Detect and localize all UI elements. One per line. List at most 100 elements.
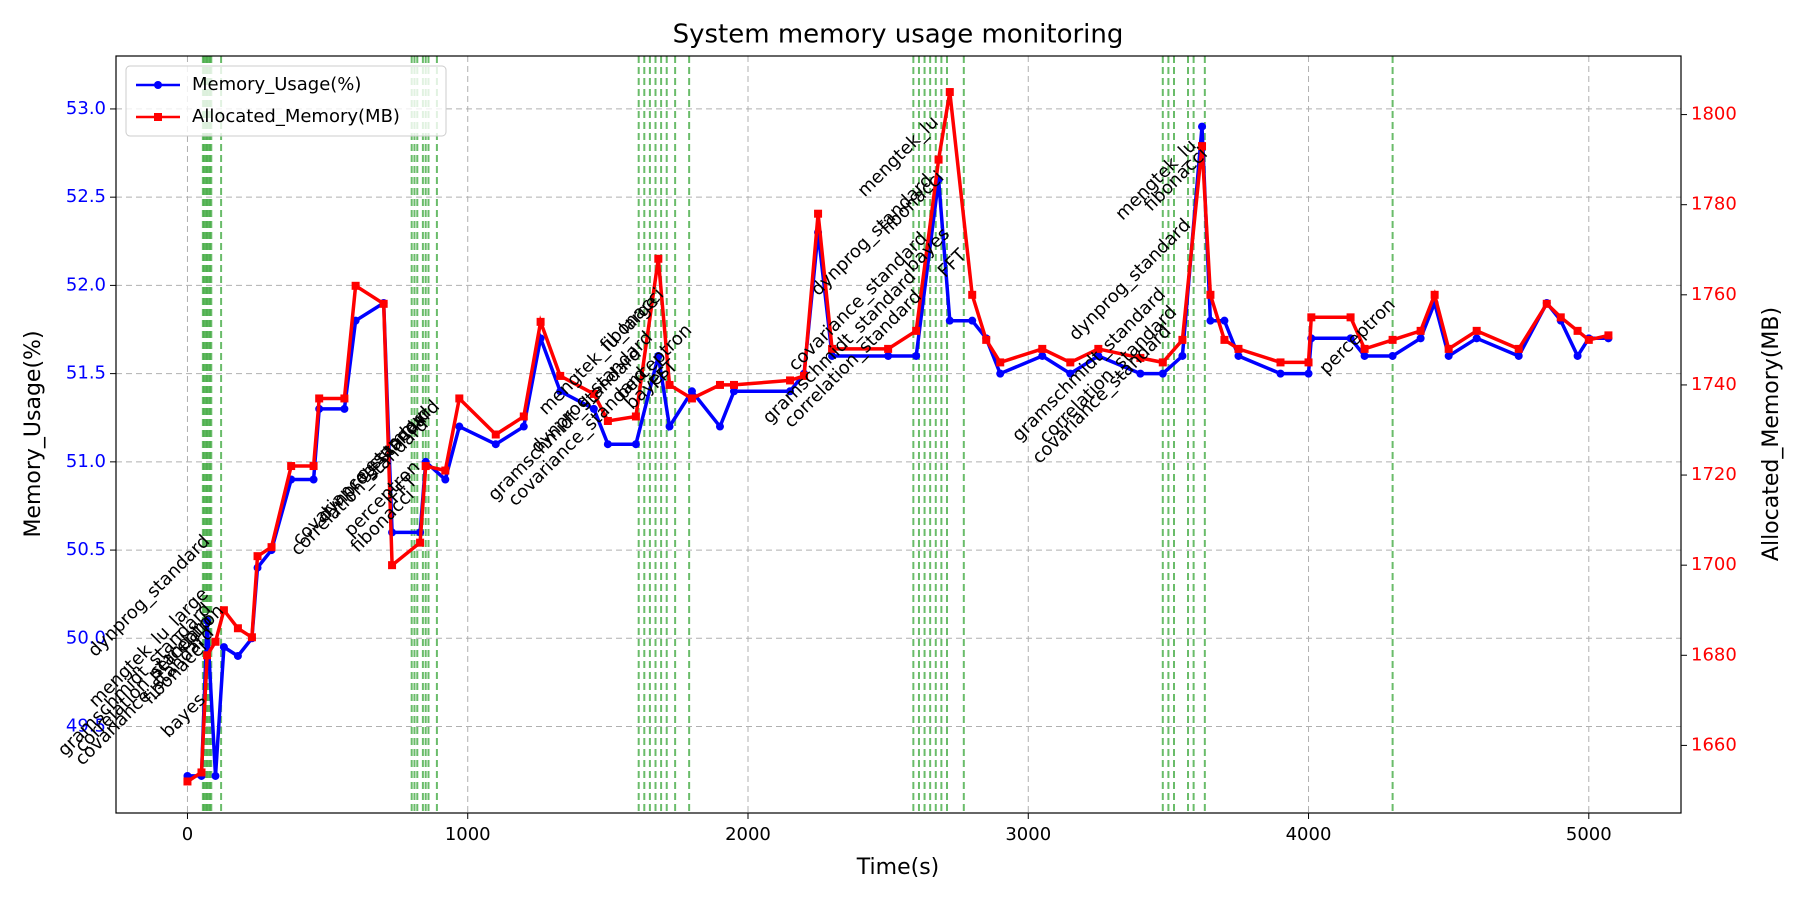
- y-tick-label: 53.0: [66, 98, 106, 119]
- point: [1038, 344, 1047, 353]
- x-tick-label: 5000: [1566, 824, 1612, 845]
- point: [441, 475, 450, 484]
- point: [828, 351, 837, 360]
- y-tick-label: 52.0: [66, 274, 106, 295]
- events: [201, 56, 1394, 813]
- point: [233, 651, 242, 660]
- point: [1360, 344, 1369, 353]
- point: [267, 543, 276, 552]
- point: [441, 466, 450, 475]
- point: [945, 316, 954, 325]
- x-tick-label: 0: [182, 824, 193, 845]
- y-axis-label: Memory_Usage(%): [21, 330, 46, 537]
- point: [786, 376, 795, 385]
- legend-label: Memory_Usage(%): [192, 74, 361, 95]
- event-label: gramschmidt_standard: [759, 266, 921, 428]
- point: [1066, 358, 1075, 367]
- point: [1514, 344, 1523, 353]
- point: [233, 624, 242, 633]
- plot-frame: [115, 55, 1682, 814]
- point: [388, 561, 397, 570]
- point: [1178, 335, 1187, 344]
- x-axis-label: Time(s): [856, 855, 939, 880]
- point: [1066, 369, 1075, 378]
- y-tick-label: 51.0: [66, 451, 106, 472]
- point: [828, 344, 837, 353]
- y-tick-label: 51.5: [66, 363, 106, 384]
- point: [1416, 334, 1425, 343]
- point: [287, 462, 296, 471]
- x-tick-label: 1000: [445, 824, 491, 845]
- point: [1556, 313, 1565, 322]
- point: [491, 440, 500, 449]
- point: [211, 637, 220, 646]
- point: [1514, 351, 1523, 360]
- point: [1206, 316, 1215, 325]
- point: [800, 371, 809, 380]
- point: [183, 777, 192, 786]
- point: [219, 606, 228, 615]
- y2-tick-label: 1740: [1691, 374, 1737, 395]
- point: [1604, 331, 1613, 340]
- point: [247, 633, 256, 642]
- point: [1307, 313, 1316, 322]
- point: [519, 412, 528, 421]
- point: [715, 380, 724, 389]
- point: [654, 351, 663, 360]
- point: [219, 643, 228, 652]
- point: [455, 394, 464, 403]
- point: [968, 316, 977, 325]
- point: [654, 254, 663, 263]
- point: [982, 335, 991, 344]
- point: [1444, 344, 1453, 353]
- point: [912, 351, 921, 360]
- point: [315, 394, 324, 403]
- point: [996, 358, 1005, 367]
- point: [1198, 122, 1207, 131]
- point: [631, 440, 640, 449]
- y2-axis-label: Allocated_Memory(MB): [1759, 307, 1784, 561]
- point: [729, 380, 738, 389]
- y-tick-label: 49.5: [66, 716, 106, 737]
- point: [203, 651, 212, 660]
- y2-tick-label: 1660: [1691, 734, 1737, 755]
- point: [536, 317, 545, 326]
- point: [884, 344, 893, 353]
- point: [1430, 290, 1439, 299]
- point: [203, 616, 212, 625]
- point: [1542, 299, 1551, 308]
- y2-tick-label: 1720: [1691, 464, 1737, 485]
- point: [729, 387, 738, 396]
- point: [1094, 344, 1103, 353]
- chart-title: System memory usage monitoring: [673, 20, 1124, 50]
- point: [1388, 351, 1397, 360]
- point: [309, 475, 318, 484]
- point: [884, 351, 893, 360]
- point: [1573, 326, 1582, 335]
- point: [1416, 326, 1425, 335]
- point: [1304, 369, 1313, 378]
- point: [1276, 358, 1285, 367]
- point: [1038, 351, 1047, 360]
- point: [631, 412, 640, 421]
- point: [786, 387, 795, 396]
- point: [912, 326, 921, 335]
- point: [589, 389, 598, 398]
- point: [1388, 335, 1397, 344]
- point: [421, 462, 430, 471]
- point: [491, 430, 500, 439]
- point: [197, 768, 206, 777]
- x-tick-label: 4000: [1286, 824, 1332, 845]
- y-tick-label: 52.5: [66, 186, 106, 207]
- y2-tick-label: 1800: [1691, 104, 1737, 125]
- y2-tick-label: 1780: [1691, 194, 1737, 215]
- point: [1346, 334, 1355, 343]
- point: [1346, 313, 1355, 322]
- x-tick-label: 2000: [725, 824, 771, 845]
- point: [1136, 369, 1145, 378]
- point: [945, 88, 954, 97]
- point: [1276, 369, 1285, 378]
- point: [1360, 351, 1369, 360]
- point: [1234, 351, 1243, 360]
